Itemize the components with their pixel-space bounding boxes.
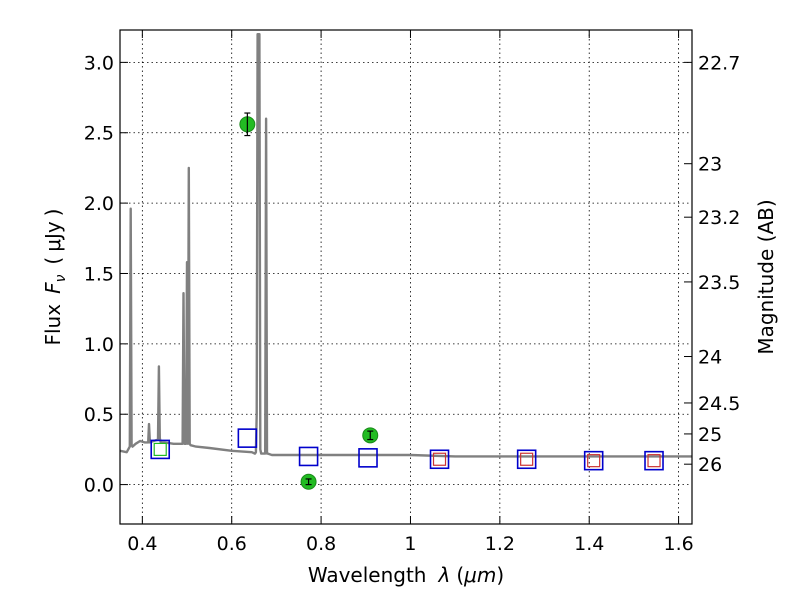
y-tick-label: 2.0 <box>84 193 114 215</box>
model-spectrum-line <box>120 33 692 458</box>
model-flux-square <box>516 449 537 470</box>
x-tick-label: 1 <box>404 533 416 555</box>
y-tick-label: 1.5 <box>84 263 114 285</box>
markers <box>150 112 664 490</box>
right-tick-label: 23.5 <box>698 272 740 294</box>
right-tick-label: 25 <box>698 424 722 446</box>
y-axis-label-left: FluxFν(μJy) <box>41 208 69 345</box>
plot-frame <box>119 29 693 525</box>
model-flux-square <box>298 446 319 467</box>
x-tick-label: 1.4 <box>574 533 604 555</box>
model-inner-square <box>647 454 661 468</box>
model-flux-square <box>429 449 450 470</box>
plot-area <box>120 33 692 458</box>
model-inner-square <box>520 452 534 466</box>
x-tick-label: 0.8 <box>306 533 336 555</box>
model-inner-square <box>587 454 601 468</box>
model-flux-square <box>644 450 664 471</box>
right-tick-label: 23 <box>698 154 722 176</box>
y-tick-label: 3.0 <box>84 52 114 74</box>
model-inner-square <box>432 452 447 466</box>
tick-marks <box>120 30 692 524</box>
x-axis-label: Wavelength λ (μm) <box>308 563 504 587</box>
model-flux-square <box>583 450 604 471</box>
x-tick-label: 0.4 <box>127 533 157 555</box>
right-tick-label: 23.2 <box>698 207 740 229</box>
model-flux-square <box>358 448 378 468</box>
right-tick-label: 26 <box>698 454 722 476</box>
y-axis-label-right: Magnitude (AB) <box>754 199 778 354</box>
y-tick-label: 0.0 <box>84 475 114 497</box>
y-tick-label: 2.5 <box>84 123 114 145</box>
model-inner-square <box>153 442 167 457</box>
right-tick-label: 24 <box>698 347 722 369</box>
right-tick-label: 24.5 <box>698 393 740 415</box>
y-tick-label: 1.0 <box>84 334 114 356</box>
x-tick-label: 1.2 <box>485 533 515 555</box>
tick-labels: 0.4 0.6 0.8 1 1.2 1.4 1.6 0.0 0.5 1.0 1.5 2.0 2.5 3.0… <box>84 52 741 555</box>
x-tick-label: 1.6 <box>663 533 693 555</box>
right-tick-label: 22.7 <box>698 52 740 74</box>
grid-lines <box>120 30 692 524</box>
model-flux-square <box>237 428 258 448</box>
x-tick-label: 0.6 <box>217 533 247 555</box>
model-flux-square <box>150 439 171 460</box>
y-tick-label: 0.5 <box>84 404 114 426</box>
